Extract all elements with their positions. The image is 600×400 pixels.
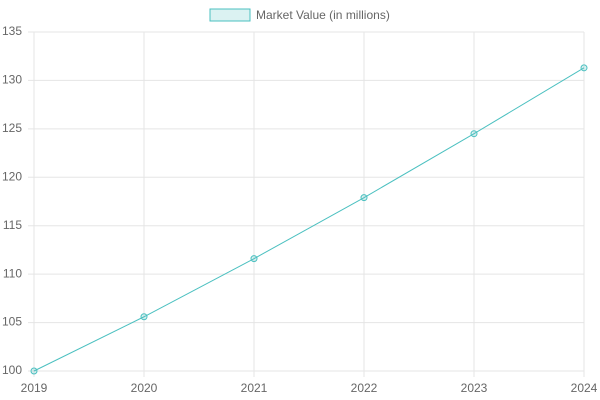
legend-swatch	[209, 8, 251, 22]
x-tick-label: 2021	[241, 381, 268, 395]
x-tick-label: 2023	[461, 381, 488, 395]
point	[470, 130, 478, 138]
point	[250, 255, 258, 263]
point	[360, 194, 368, 202]
point	[30, 367, 38, 375]
legend-label: Market Value (in millions)	[256, 8, 390, 22]
series-line	[33, 67, 585, 372]
y-tick-label: 135	[2, 24, 22, 38]
x-tick-label: 2019	[21, 381, 48, 395]
point	[580, 64, 588, 72]
y-tick-label: 115	[3, 218, 22, 232]
y-tick-label: 110	[3, 266, 22, 280]
y-tick-label: 125	[2, 121, 22, 135]
y-tick-label: 105	[2, 315, 22, 329]
y-tick-label: 130	[2, 73, 22, 87]
point	[140, 313, 148, 321]
x-tick-label: 2024	[571, 381, 598, 395]
y-tick-label: 100	[2, 363, 22, 377]
x-tick-label: 2020	[131, 381, 158, 395]
x-tick-label: 2022	[351, 381, 378, 395]
y-tick-label: 120	[2, 169, 22, 183]
